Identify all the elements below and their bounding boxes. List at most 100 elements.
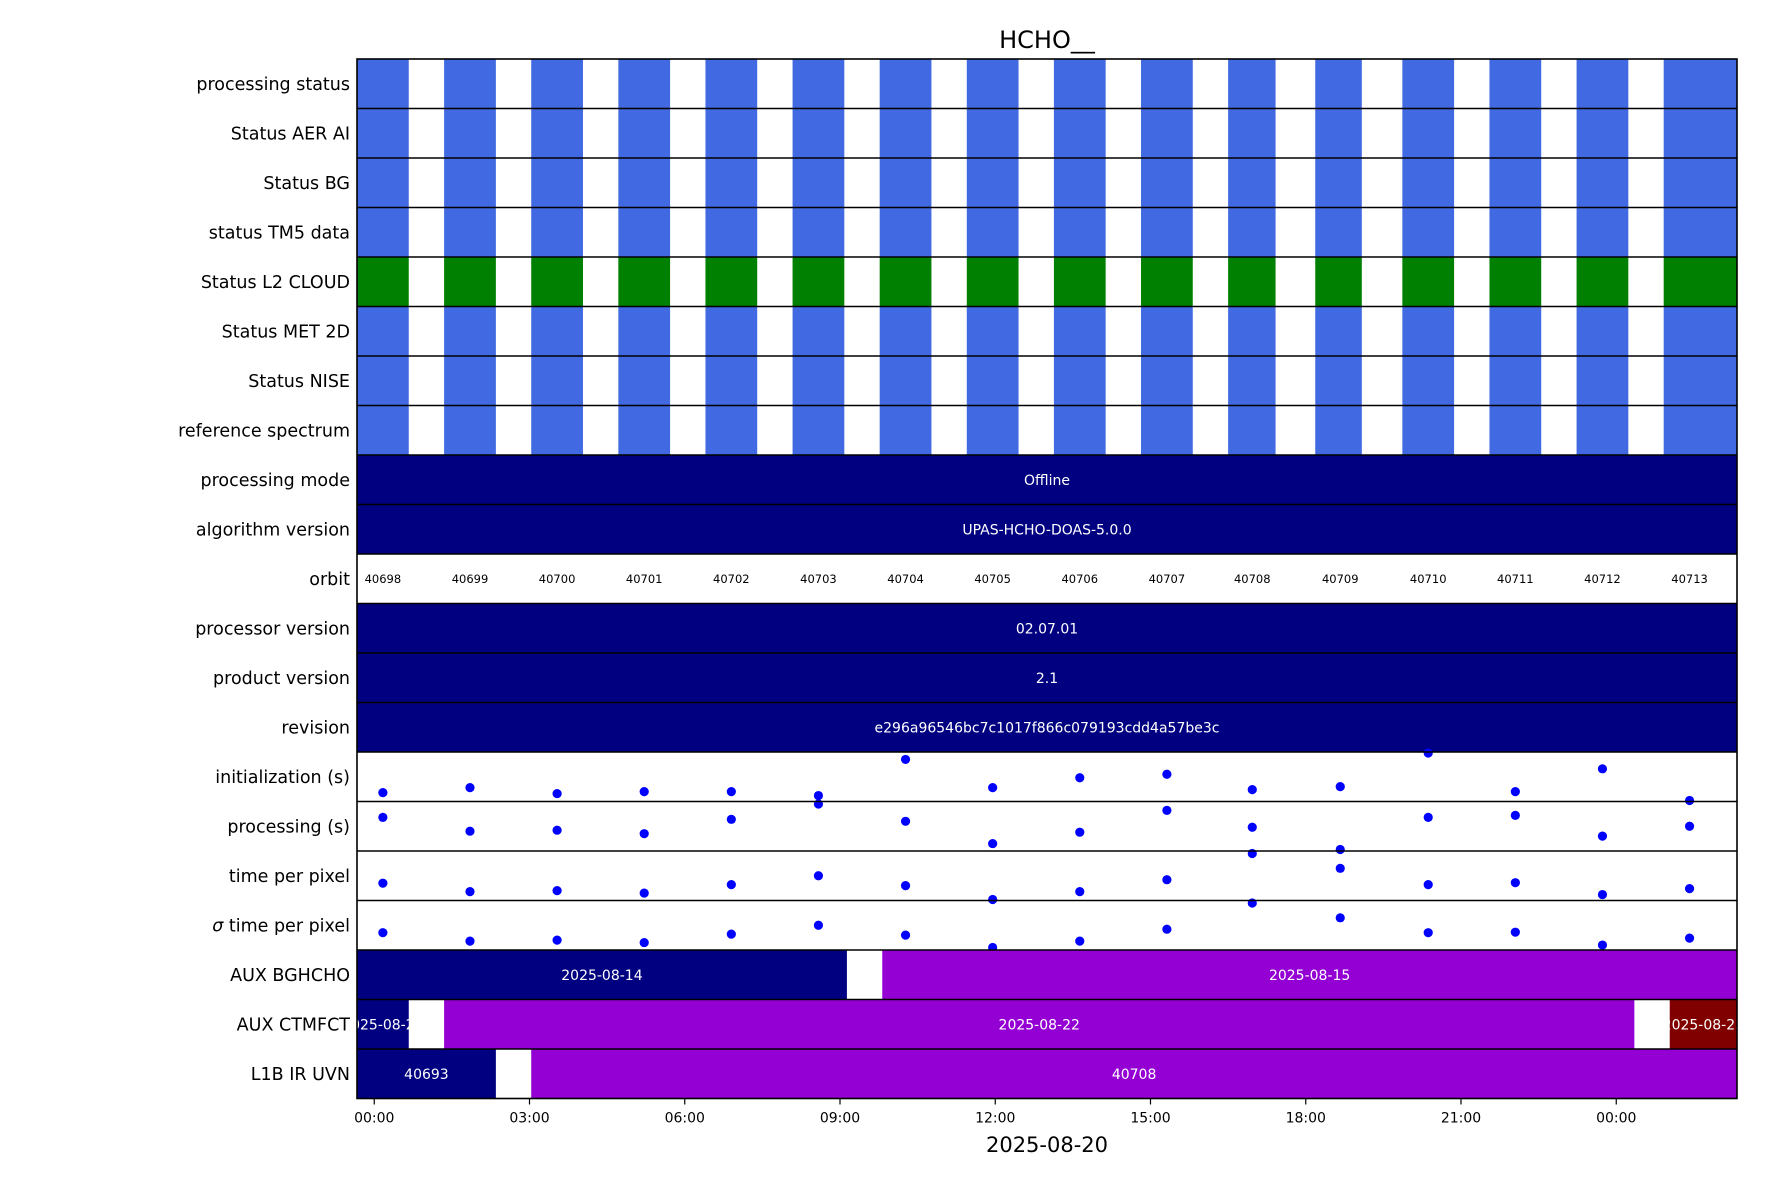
status-segment <box>879 207 932 257</box>
orbit-number: 40708 <box>1234 572 1271 586</box>
data-point <box>726 929 736 939</box>
data-point <box>1075 936 1085 946</box>
row-label: AUX CTMFCT <box>237 1015 351 1035</box>
status-segment <box>705 257 758 307</box>
status-segment <box>1315 207 1362 257</box>
orbit-number: 40710 <box>1410 572 1447 586</box>
status-segment <box>1402 108 1455 158</box>
status-segment <box>1053 108 1106 158</box>
data-point <box>378 812 388 822</box>
status-segment <box>1228 306 1276 356</box>
status-segment <box>444 356 496 406</box>
data-point <box>378 928 388 938</box>
data-point <box>900 754 911 765</box>
status-segment <box>1141 356 1193 406</box>
status-segment <box>966 356 1019 406</box>
data-point <box>900 881 911 891</box>
data-point <box>1247 785 1257 795</box>
interval-label: 2025-08-14 <box>561 968 642 984</box>
x-axis: 00:00 03:00 06:00 09:00 12:00 15:00 18:00 21:00… <box>354 1098 1636 1127</box>
row-label: AUX BGHCHO <box>230 966 350 986</box>
data-point <box>1510 810 1520 820</box>
bar-label: 02.07.01 <box>1016 621 1078 637</box>
status-segment <box>1489 257 1542 307</box>
status-segment <box>531 207 583 257</box>
row-label: Status L2 CLOUD <box>201 273 350 293</box>
status-segment <box>879 59 932 109</box>
orbit-number: 40704 <box>887 572 924 586</box>
status-segment <box>1663 158 1737 208</box>
status-segment <box>357 257 409 307</box>
status-segment <box>879 356 932 406</box>
data-point <box>726 814 736 824</box>
status-segment <box>1053 257 1106 307</box>
status-segment <box>1489 207 1542 257</box>
interval-segment <box>357 999 409 1049</box>
status-segment <box>792 59 845 109</box>
status-segment <box>618 405 671 455</box>
data-point <box>1597 889 1608 900</box>
status-segment <box>705 158 758 208</box>
status-segment <box>1315 108 1362 158</box>
x-tick-label: 00:00 <box>1596 1111 1636 1127</box>
row-label: status TM5 data <box>209 223 350 243</box>
interval-segment <box>444 999 1635 1049</box>
status-segment <box>357 108 409 158</box>
status-segment <box>1141 108 1193 158</box>
row-label: Status AER AI <box>231 124 350 144</box>
x-tick-label: 15:00 <box>1130 1111 1170 1127</box>
status-segment <box>879 108 932 158</box>
rows-layer: Offline UPAS-HCHO-DOAS-5.0.0 40698 40699 407… <box>342 59 1744 1099</box>
status-segment <box>792 207 845 257</box>
status-segment <box>1402 257 1455 307</box>
data-point <box>813 790 824 801</box>
status-segment <box>966 158 1019 208</box>
row-labels: processing status Status AER AI Status BG s… <box>178 75 350 1085</box>
orbit-number: 40699 <box>452 572 489 586</box>
orbit-number: 40701 <box>626 572 663 586</box>
status-segment <box>1141 207 1193 257</box>
status-segment <box>531 257 583 307</box>
data-point <box>813 920 824 930</box>
row-label: time per pixel <box>229 867 350 887</box>
row-label: σ time per pixel <box>212 916 350 936</box>
orbit-number: 40700 <box>539 572 576 586</box>
status-segment <box>1663 257 1737 307</box>
interval-segment <box>882 950 1737 1000</box>
row-label: processing (s) <box>227 817 350 837</box>
status-segment <box>705 108 758 158</box>
row-label-text: time per pixel <box>223 916 350 936</box>
status-segment <box>1576 108 1629 158</box>
data-point <box>465 783 475 793</box>
status-segment <box>618 306 671 356</box>
status-segment <box>1663 405 1737 455</box>
status-segment <box>357 306 409 356</box>
interval-label: 2025-08-23 <box>1663 1017 1744 1033</box>
status-segment <box>531 356 583 406</box>
status-segment <box>1663 207 1737 257</box>
row-label: initialization (s) <box>215 768 350 788</box>
status-segment <box>444 306 496 356</box>
status-segment <box>444 59 496 109</box>
status-segment <box>966 257 1019 307</box>
status-segment <box>1228 356 1276 406</box>
status-segment <box>1576 207 1629 257</box>
status-segment <box>357 405 409 455</box>
status-segment <box>879 306 932 356</box>
orbit-number: 40698 <box>365 572 402 586</box>
x-tick-label: 12:00 <box>975 1111 1015 1127</box>
data-point <box>552 788 562 799</box>
data-point <box>1684 884 1695 894</box>
data-point <box>1075 886 1085 897</box>
status-segment <box>1228 59 1276 109</box>
status-segment <box>444 207 496 257</box>
status-segment <box>1663 59 1737 109</box>
status-segment <box>1489 108 1542 158</box>
status-segment <box>1402 405 1455 455</box>
status-segment <box>1053 306 1106 356</box>
status-segment <box>879 257 932 307</box>
data-point <box>465 936 475 946</box>
interval-label: 2025-08-21 <box>342 1017 423 1033</box>
status-segment <box>1489 59 1542 109</box>
